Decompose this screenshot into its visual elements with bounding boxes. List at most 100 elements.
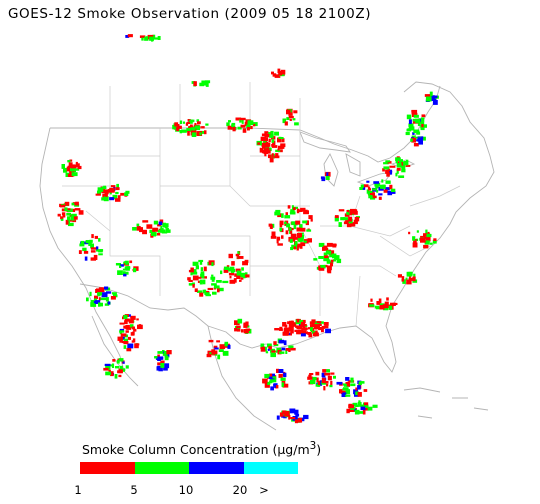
smoke-pixel — [423, 233, 427, 237]
smoke-pixel — [280, 137, 284, 140]
smoke-pixel — [415, 118, 421, 124]
smoke-pixel — [192, 261, 199, 266]
smoke-pixel — [90, 302, 97, 307]
smoke-pixel — [321, 378, 326, 384]
smoke-pixel — [236, 328, 241, 332]
smoke-pixel — [196, 290, 203, 293]
smoke-pixel — [196, 131, 203, 136]
smoke-pixel — [401, 168, 406, 173]
smoke-pixel — [281, 382, 284, 387]
smoke-pixel — [302, 220, 308, 224]
smoke-pixel — [200, 267, 203, 271]
smoke-pixel — [62, 215, 66, 218]
smoke-pixel — [91, 234, 94, 239]
smoke-pixel — [408, 277, 414, 281]
smoke-pixel — [290, 347, 296, 351]
smoke-pixel — [284, 215, 291, 219]
smoke-pixel — [339, 389, 343, 394]
smoke-pixel — [197, 121, 201, 125]
smoke-pixel — [293, 207, 296, 211]
smoke-pixel — [118, 374, 122, 378]
smoke-pixel — [154, 356, 158, 359]
smoke-pixel — [383, 189, 388, 193]
smoke-pixel — [408, 231, 411, 235]
smoke-pixel — [344, 213, 350, 217]
smoke-pixel — [353, 219, 358, 225]
smoke-pixel — [103, 185, 106, 189]
smoke-pixel — [381, 179, 384, 183]
smoke-pixel — [424, 240, 430, 245]
smoke-pixel — [270, 235, 277, 239]
smoke-pixel — [239, 279, 242, 282]
smoke-pixel — [94, 235, 98, 239]
smoke-pixel — [156, 366, 163, 371]
smoke-pixel — [269, 380, 273, 384]
smoke-pixel — [214, 285, 220, 289]
smoke-pixel — [120, 333, 127, 337]
smoke-pixel — [318, 327, 324, 330]
smoke-pixel — [397, 274, 402, 278]
smoke-pixel — [416, 230, 419, 233]
smoke-pixel — [90, 300, 96, 304]
smoke-pixel — [376, 301, 380, 305]
smoke-pixel — [239, 272, 246, 278]
smoke-pixel — [212, 291, 217, 295]
smoke-pixel — [420, 237, 426, 243]
smoke-pixel — [325, 381, 329, 384]
smoke-pixel — [383, 306, 389, 311]
smoke-pixel — [278, 70, 283, 76]
smoke-pixel — [294, 122, 299, 126]
smoke-pixel — [134, 343, 139, 349]
smoke-pixel — [190, 272, 193, 276]
smoke-pixel — [275, 153, 279, 158]
smoke-pixel — [264, 131, 269, 134]
smoke-pixel — [192, 271, 198, 275]
smoke-pixel — [226, 122, 230, 127]
smoke-pixel — [425, 96, 432, 102]
smoke-pixel — [388, 305, 393, 310]
smoke-pixel — [422, 136, 426, 141]
smoke-pixel — [327, 375, 332, 381]
smoke-pixel — [115, 187, 120, 191]
smoke-pixel — [96, 246, 99, 251]
smoke-pixel — [324, 325, 329, 329]
smoke-pixel — [271, 231, 276, 237]
smoke-pixel — [275, 385, 279, 389]
smoke-pixel — [234, 328, 238, 332]
smoke-pixel — [310, 326, 313, 332]
smoke-pixel — [399, 162, 405, 168]
smoke-pixel — [241, 119, 244, 124]
smoke-pixel — [430, 96, 437, 100]
smoke-pixel — [204, 290, 210, 294]
smoke-pixel — [316, 321, 322, 324]
smoke-pixel — [145, 36, 149, 39]
smoke-pixel — [374, 305, 380, 309]
smoke-pixel — [240, 124, 246, 128]
smoke-pixel — [186, 121, 190, 124]
smoke-pixel — [253, 123, 256, 127]
smoke-pixel — [241, 329, 244, 333]
smoke-pixel — [330, 243, 337, 247]
smoke-pixel — [277, 243, 283, 246]
smoke-pixel — [109, 192, 112, 195]
smoke-pixel — [276, 415, 280, 420]
smoke-pixel — [303, 210, 309, 215]
smoke-pixel — [279, 220, 284, 226]
smoke-pixel — [105, 365, 111, 370]
smoke-pixel — [325, 328, 331, 334]
smoke-pixel — [228, 272, 235, 276]
smoke-pixel — [284, 121, 288, 126]
smoke-pixel — [122, 361, 125, 364]
smoke-pixel — [374, 183, 381, 187]
smoke-pixel — [300, 237, 304, 242]
smoke-pixel — [217, 287, 220, 293]
smoke-pixel — [400, 159, 403, 163]
smoke-pixel — [195, 265, 199, 270]
smoke-pixel — [114, 374, 118, 379]
smoke-pixel — [243, 323, 248, 328]
smoke-pixel — [123, 341, 129, 345]
smoke-pixel — [268, 138, 271, 143]
smoke-pixel — [396, 167, 401, 171]
smoke-pixel — [346, 381, 350, 387]
smoke-pixel — [237, 318, 243, 324]
